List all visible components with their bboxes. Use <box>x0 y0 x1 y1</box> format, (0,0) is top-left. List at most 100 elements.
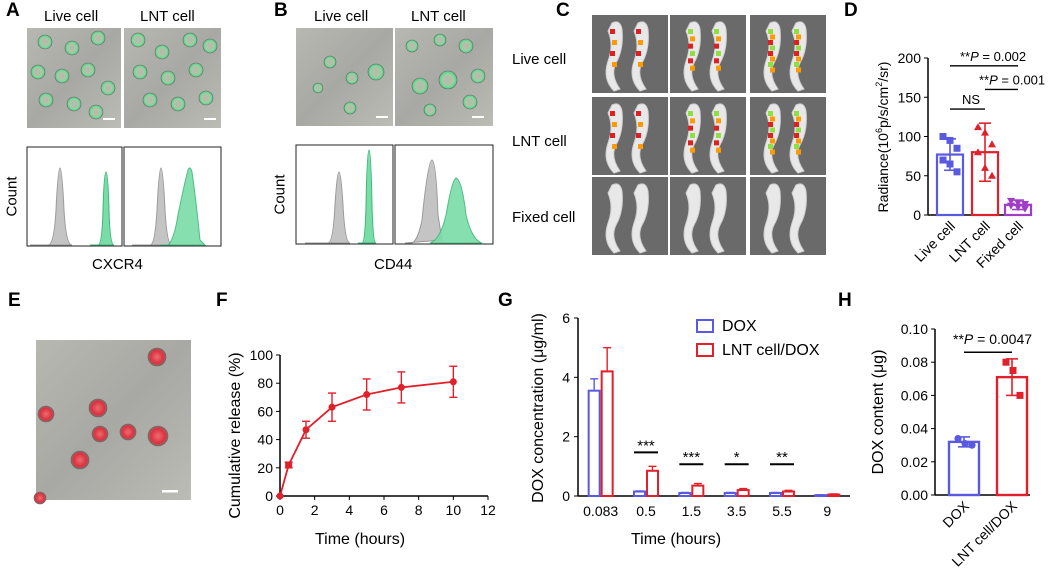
signal-spot <box>768 51 773 56</box>
animal-silhouette <box>789 103 807 174</box>
y-tick-label: 80 <box>257 375 273 391</box>
panel-a-ylabel: Count <box>3 176 21 217</box>
cd44-histogram <box>358 149 377 244</box>
signal-spot <box>690 118 695 124</box>
bar <box>691 484 705 498</box>
cell <box>433 33 447 47</box>
signal-spot <box>690 51 695 56</box>
cell <box>470 68 486 84</box>
signal-spot <box>796 138 801 144</box>
panel-letter-a: A <box>6 0 20 21</box>
significance-label: NS <box>962 92 980 107</box>
cell <box>182 32 198 48</box>
data-point <box>1016 391 1024 399</box>
signal-spot <box>794 51 799 56</box>
signal-spot <box>636 51 641 56</box>
animal-silhouette <box>605 183 623 254</box>
control-histogram <box>132 167 173 246</box>
data-point <box>954 434 962 443</box>
signal-spot <box>768 122 773 127</box>
cell <box>411 77 429 95</box>
signal-spot <box>770 45 775 51</box>
cell <box>312 82 324 94</box>
data-point <box>1014 204 1022 212</box>
signal-spot <box>716 65 721 71</box>
data-point <box>961 439 969 448</box>
data-point <box>939 156 947 164</box>
signal-spot <box>794 29 799 34</box>
data-point <box>276 492 284 500</box>
cell <box>367 63 385 81</box>
signal-spot <box>770 116 775 122</box>
panel-c-row-live: Live cell <box>512 51 567 68</box>
animal-silhouette <box>789 21 807 92</box>
signal-spot <box>714 29 719 34</box>
cell <box>458 38 474 54</box>
signal-spot <box>768 29 773 34</box>
bar <box>646 469 659 497</box>
y-tick-label: 0.06 <box>901 387 928 403</box>
y-tick-label: 0 <box>562 488 570 504</box>
y-tick-label: 0.08 <box>901 354 928 370</box>
scale-bar <box>162 490 178 493</box>
panel-b-col1-label: Live cell <box>314 8 369 25</box>
signal-spot <box>768 144 773 149</box>
signal-spot <box>636 111 641 116</box>
animal-silhouette <box>605 21 623 92</box>
animal-silhouette <box>709 183 727 254</box>
cell <box>462 94 478 110</box>
ivis-image <box>750 97 826 175</box>
x-tick-label: 0.083 <box>583 503 618 519</box>
ivis-image <box>750 177 826 255</box>
cell <box>88 104 104 120</box>
signal-spot <box>688 140 693 146</box>
y-tick-label: 0.04 <box>901 421 928 437</box>
cell <box>90 30 106 46</box>
signal-spot <box>638 62 643 67</box>
signal-spot <box>688 29 693 34</box>
cd44-histogram <box>429 177 483 244</box>
data-point <box>1009 367 1017 374</box>
data-point <box>1002 358 1010 366</box>
data-point <box>953 144 961 152</box>
ivis-image <box>592 177 668 255</box>
legend-swatch <box>696 319 714 333</box>
signal-spot <box>638 144 643 149</box>
panel-letter-b: B <box>274 0 288 21</box>
x-tick-label: 2 <box>311 502 319 518</box>
bar <box>782 490 795 497</box>
panel-letter-f: F <box>216 290 228 311</box>
bar <box>723 492 737 497</box>
cell <box>91 425 109 443</box>
significance-stars: *** <box>683 449 701 466</box>
cxcr4-histogram <box>90 171 115 246</box>
cell <box>160 70 176 86</box>
cell <box>154 44 170 60</box>
data-point <box>1007 202 1015 210</box>
cell <box>405 39 419 53</box>
bar <box>633 490 646 497</box>
cell <box>70 450 90 470</box>
data-point <box>988 171 996 179</box>
y-tick-label: 200 <box>898 50 922 66</box>
x-tick-label: 1.5 <box>682 503 702 519</box>
signal-spot <box>716 118 721 124</box>
x-tick-label: 10 <box>446 502 462 518</box>
scale-bar <box>103 118 115 120</box>
animal-silhouette <box>709 21 727 92</box>
signal-spot <box>794 40 799 45</box>
x-tick-label: 0.5 <box>636 503 656 519</box>
bar <box>827 493 841 497</box>
y-axis-label: Cumulative release (%) <box>227 352 244 518</box>
data-point <box>981 163 989 171</box>
signal-spot <box>796 67 801 73</box>
cell <box>345 71 359 85</box>
y-tick-label: 0 <box>265 488 273 504</box>
x-tick-label: 9 <box>823 503 831 519</box>
x-tick-label: 5.5 <box>772 503 792 519</box>
signal-spot <box>794 133 799 138</box>
data-point <box>1014 199 1022 207</box>
ivis-image <box>670 177 746 255</box>
animal-silhouette <box>763 183 781 254</box>
panel-a-micrographs <box>27 28 221 128</box>
